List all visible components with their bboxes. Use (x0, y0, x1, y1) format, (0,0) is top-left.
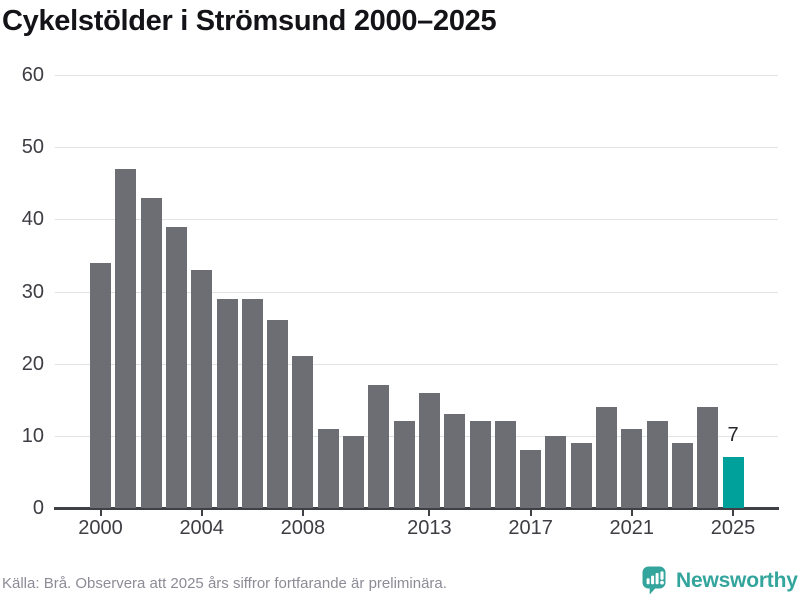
bar-2013 (418, 392, 440, 508)
gridline-50 (55, 147, 778, 149)
footer: Källa: Brå. Observera att 2025 års siffr… (0, 562, 800, 600)
y-axis-label-30: 30 (21, 280, 44, 303)
y-axis-label-0: 0 (32, 497, 44, 519)
bar-2000 (90, 262, 111, 508)
bar-2015 (469, 421, 491, 508)
bar-2012 (393, 421, 415, 508)
x-axis-label-2013: 2013 (407, 517, 452, 539)
bar-2003 (165, 226, 187, 508)
x-axis-line (54, 507, 779, 510)
x-tick-2021 (630, 510, 633, 516)
x-tick-2000 (99, 510, 102, 516)
y-axis-label-40: 40 (21, 208, 44, 231)
newsworthy-wordmark: Newsworthy (676, 569, 798, 592)
x-tick-2004 (200, 510, 203, 516)
x-tick-2017 (529, 510, 532, 516)
newsworthy-speech-bubble-chart-icon (642, 566, 666, 595)
y-axis-label-50: 50 (21, 136, 44, 159)
x-axis-label-2025: 2025 (710, 517, 756, 539)
newsworthy-logo: Newsworthy (642, 566, 798, 596)
bar-2024 (697, 406, 719, 508)
bar-2018 (545, 435, 567, 508)
bar-2017 (520, 450, 542, 508)
bar-2001 (115, 168, 137, 508)
gridline-40 (55, 219, 778, 221)
bar-2014 (444, 414, 466, 508)
y-axis-label-20: 20 (21, 352, 44, 375)
bar-2016 (494, 421, 516, 508)
y-axis-label-60: 60 (21, 64, 44, 86)
x-axis-label-2017: 2017 (508, 517, 553, 539)
y-axis-label-10: 10 (21, 424, 44, 447)
bar-2009 (317, 428, 339, 508)
bar-2007 (267, 320, 289, 508)
x-axis-label-2000: 2000 (78, 517, 123, 539)
bar-2021 (621, 428, 643, 508)
bar-2023 (671, 443, 693, 508)
x-tick-2013 (428, 510, 431, 516)
bar-2020 (596, 406, 617, 508)
bar-2005 (216, 298, 238, 508)
gridline-30 (55, 291, 778, 293)
bar-2011 (368, 385, 390, 508)
x-tick-2025 (732, 510, 734, 516)
bar-2019 (570, 443, 592, 508)
x-axis-label-2004: 2004 (179, 517, 224, 539)
value-label-2025: 7 (727, 424, 739, 447)
source-note: Källa: Brå. Observera att 2025 års siffr… (2, 575, 447, 592)
bar-2025 (722, 457, 744, 508)
bar-2002 (140, 197, 162, 508)
bar-2006 (241, 298, 263, 508)
gridline-20 (55, 363, 778, 365)
bar-2022 (646, 421, 668, 508)
bar-2008 (292, 356, 314, 508)
bar-2004 (191, 269, 213, 508)
gridline-60 (55, 75, 778, 76)
x-tick-2008 (301, 510, 304, 516)
gridline-10 (55, 435, 778, 437)
x-axis-label-2021: 2021 (609, 517, 655, 539)
chart-title: Cykelstölder i Strömsund 2000–2025 (2, 5, 497, 37)
bar-2010 (343, 435, 364, 508)
x-axis-label-2008: 2008 (280, 517, 326, 539)
